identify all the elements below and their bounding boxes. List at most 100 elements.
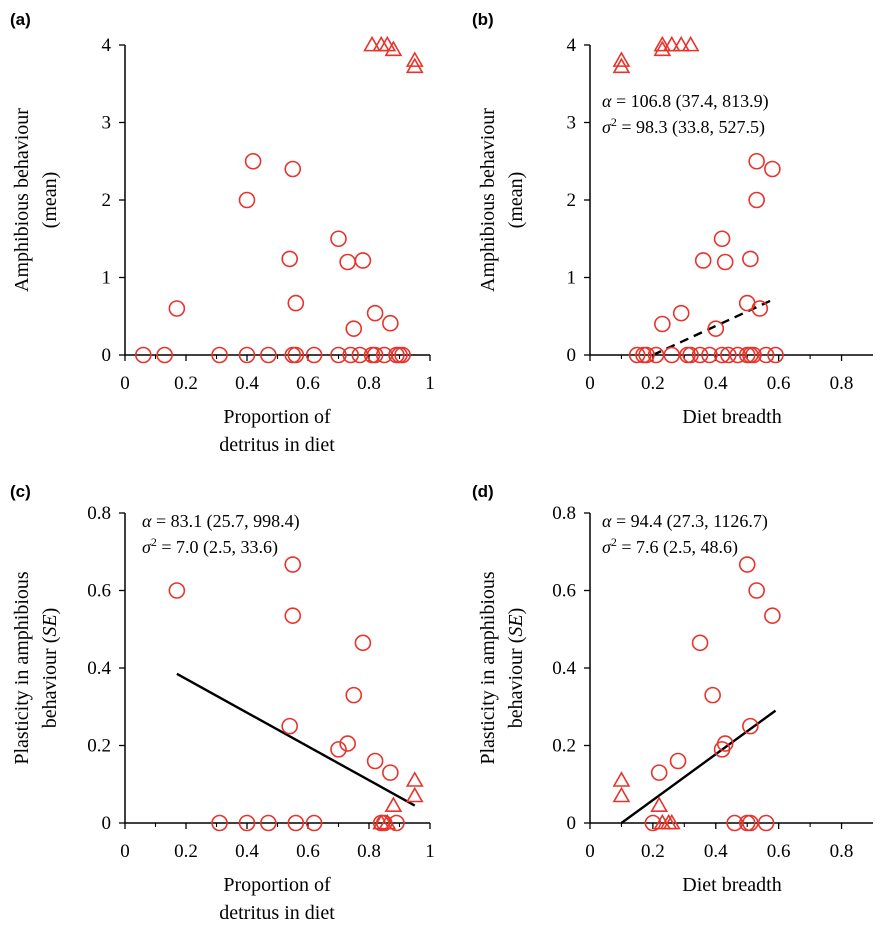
- data-point-circle: [366, 346, 384, 364]
- y-tick-label: 0.6: [87, 581, 111, 602]
- y-tick-label: 0: [102, 345, 112, 366]
- data-point-circle: [244, 152, 262, 170]
- data-point-circle: [716, 735, 734, 752]
- data-point-circle: [305, 346, 323, 364]
- data-point-triangle: [378, 813, 397, 830]
- data-point-circle: [287, 814, 305, 832]
- y-axis-label: Plasticity in amphibious: [477, 571, 499, 765]
- data-point-circle: [742, 717, 759, 735]
- data-point-circle: [716, 253, 734, 271]
- data-point-circle: [628, 346, 646, 364]
- data-point-circle: [394, 346, 411, 364]
- y-tick-label: 0: [567, 813, 577, 834]
- x-tick-label: 0: [120, 841, 130, 862]
- x-axis-label: Diet breadth: [682, 406, 781, 428]
- y-tick-label: 4: [567, 35, 577, 56]
- y-axis-label: behaviour (SE): [39, 608, 61, 729]
- data-point-circle: [330, 741, 347, 758]
- data-point-circle: [764, 607, 781, 624]
- data-point-triangle: [681, 35, 700, 52]
- data-point-circle: [156, 346, 173, 364]
- data-point-circle: [745, 346, 762, 364]
- data-point-circle: [738, 556, 756, 573]
- data-point-circle: [669, 752, 687, 770]
- data-point-triangle: [672, 35, 691, 52]
- panel-label: (d): [472, 482, 494, 501]
- x-tick-label: 0.6: [767, 373, 791, 394]
- data-point-triangle: [653, 35, 672, 52]
- y-tick-label: 0.8: [552, 503, 576, 524]
- data-point-circle: [168, 582, 186, 599]
- data-point-circle: [691, 634, 709, 652]
- stat-annotation: σ2 = 98.3 (33.8, 527.5): [602, 115, 765, 138]
- data-point-circle: [654, 315, 671, 333]
- y-axis-label: behaviour (SE): [505, 608, 527, 729]
- data-point-circle: [211, 814, 228, 832]
- x-axis-label: Diet breadth: [682, 874, 781, 896]
- data-point-circle: [238, 346, 256, 364]
- data-point-circle: [694, 252, 712, 269]
- stat-annotation: σ2 = 7.6 (2.5, 48.6): [602, 535, 738, 558]
- x-tick-label: 0.2: [641, 841, 665, 862]
- y-axis-label: Plasticity in amphibious: [11, 571, 33, 765]
- y-tick-label: 3: [567, 113, 577, 134]
- data-point-circle: [638, 346, 655, 364]
- data-point-circle: [757, 346, 775, 364]
- panel-label: (c): [10, 482, 31, 501]
- data-point-triangle: [612, 786, 631, 803]
- data-point-circle: [345, 320, 363, 337]
- data-point-circle: [281, 250, 299, 268]
- data-point-circle: [168, 300, 186, 317]
- x-tick-label: 0.2: [174, 373, 198, 394]
- data-point-triangle: [612, 51, 631, 67]
- y-tick-label: 1: [567, 268, 577, 289]
- data-point-circle: [748, 152, 765, 170]
- data-point-circle: [284, 160, 302, 178]
- data-point-circle: [330, 346, 347, 364]
- x-tick-label: 0.4: [235, 373, 259, 394]
- y-tick-label: 3: [102, 113, 112, 134]
- x-tick-label: 0: [585, 841, 595, 862]
- data-point-circle: [682, 346, 699, 364]
- stat-annotation: α = 83.1 (25.7, 998.4): [142, 511, 300, 532]
- data-point-circle: [345, 686, 363, 704]
- stat-annotation: α = 106.8 (37.4, 813.9): [602, 91, 769, 112]
- data-point-circle: [354, 252, 372, 269]
- data-point-triangle: [405, 786, 424, 803]
- data-point-circle: [305, 814, 323, 832]
- x-tick-label: 0.4: [235, 841, 259, 862]
- data-point-circle: [644, 814, 662, 832]
- data-point-circle: [742, 250, 759, 268]
- data-point-circle: [764, 160, 781, 178]
- data-point-circle: [691, 346, 709, 364]
- y-tick-label: 0: [567, 345, 577, 366]
- stat-annotation: α = 94.4 (27.3, 1126.7): [602, 511, 768, 532]
- fit-line: [176, 672, 416, 807]
- data-point-triangle: [405, 51, 424, 67]
- x-axis-label: detritus in diet: [219, 434, 335, 456]
- panel-4: (d) 0 0.2 0.4 0.6 0.8 0 0.2 0.4 0.6 0.8 Diet breadt…: [472, 482, 873, 896]
- data-point-circle: [135, 346, 152, 364]
- y-tick-label: 4: [102, 35, 112, 56]
- data-point-circle: [260, 346, 277, 364]
- x-tick-label: 0: [585, 373, 595, 394]
- data-point-circle: [287, 346, 305, 364]
- y-tick-label: 2: [102, 190, 112, 211]
- data-point-circle: [366, 752, 384, 770]
- panel-3: (c) 0 0.2 0.4 0.6 0.8 1 0 0.2 0.4 0.6 0.8 Proportion…: [10, 482, 435, 924]
- data-point-circle: [701, 346, 718, 364]
- stat-annotation: σ2 = 7.0 (2.5, 33.6): [142, 535, 278, 558]
- y-tick-label: 0.2: [552, 736, 576, 757]
- x-tick-label: 0.2: [174, 841, 198, 862]
- data-point-triangle: [384, 40, 403, 57]
- x-tick-label: 1: [425, 841, 435, 862]
- data-point-triangle: [662, 35, 681, 52]
- data-point-circle: [704, 686, 721, 704]
- panel-2: (b) 0 0.2 0.4 0.6 0.8 0 1 2 3 4 Diet breadth Amphibi…: [472, 10, 873, 428]
- data-point-circle: [751, 300, 769, 317]
- data-point-circle: [707, 320, 725, 337]
- panel-label: (a): [10, 10, 31, 29]
- data-point-circle: [284, 607, 302, 624]
- data-point-circle: [767, 346, 784, 364]
- x-tick-label: 0.6: [296, 841, 320, 862]
